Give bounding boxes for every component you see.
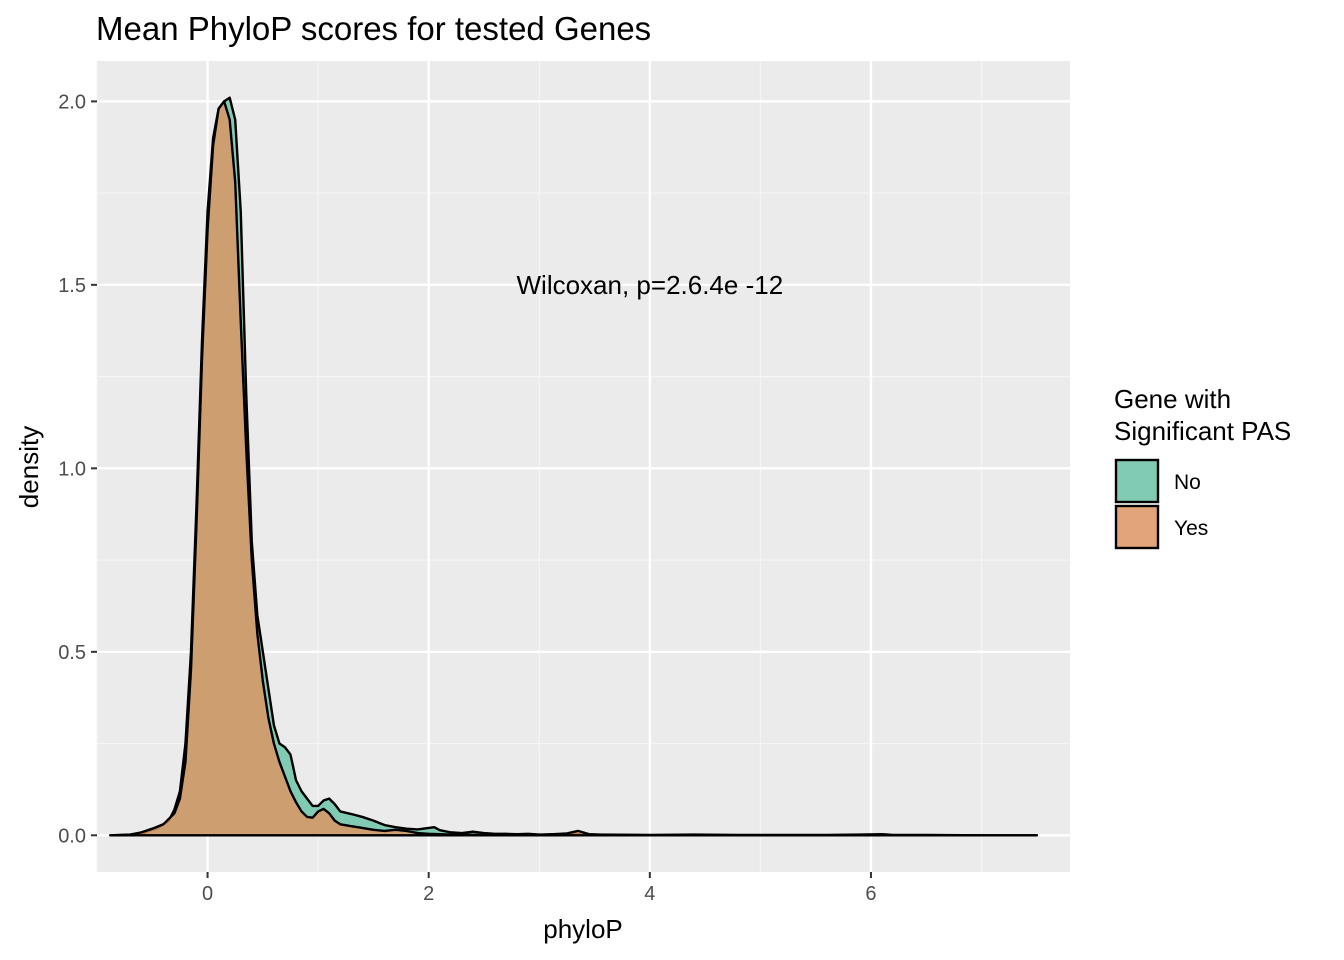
- y-axis-ticks: 0.0 0.5 1.0 1.5 2.0: [58, 91, 97, 847]
- x-axis-ticks: 0 2 4 6: [202, 872, 877, 905]
- wilcoxon-annotation: Wilcoxan, p=2.6.4e -12: [517, 270, 784, 300]
- x-tick-label: 2: [423, 883, 434, 905]
- legend-title-line-1: Gene with: [1114, 384, 1231, 414]
- y-tick-label: 0.0: [58, 825, 86, 847]
- density-series: [109, 96, 1039, 837]
- chart-title: Mean PhyloP scores for tested Genes: [96, 10, 651, 47]
- y-tick-label: 0.5: [58, 642, 86, 664]
- minor-gridlines: [96, 61, 1070, 872]
- legend-swatch-yes: [1114, 504, 1160, 550]
- x-axis-title: phyloP: [543, 914, 623, 944]
- x-tick-label: 6: [865, 883, 876, 905]
- x-tick-label: 4: [644, 883, 655, 905]
- legend-label-no: No: [1174, 471, 1201, 494]
- y-axis-title: density: [14, 426, 44, 508]
- density-area-yes: [109, 100, 1039, 837]
- legend-label-yes: Yes: [1174, 517, 1208, 540]
- legend-title-line-2: Significant PAS: [1114, 416, 1291, 446]
- x-tick-label: 0: [202, 883, 213, 905]
- y-tick-label: 2.0: [58, 91, 86, 113]
- y-tick-label: 1.5: [58, 275, 86, 297]
- legend-swatch-no: [1114, 458, 1160, 504]
- legend: Gene with Significant PAS No Yes: [1114, 384, 1291, 550]
- y-tick-label: 1.0: [58, 458, 86, 480]
